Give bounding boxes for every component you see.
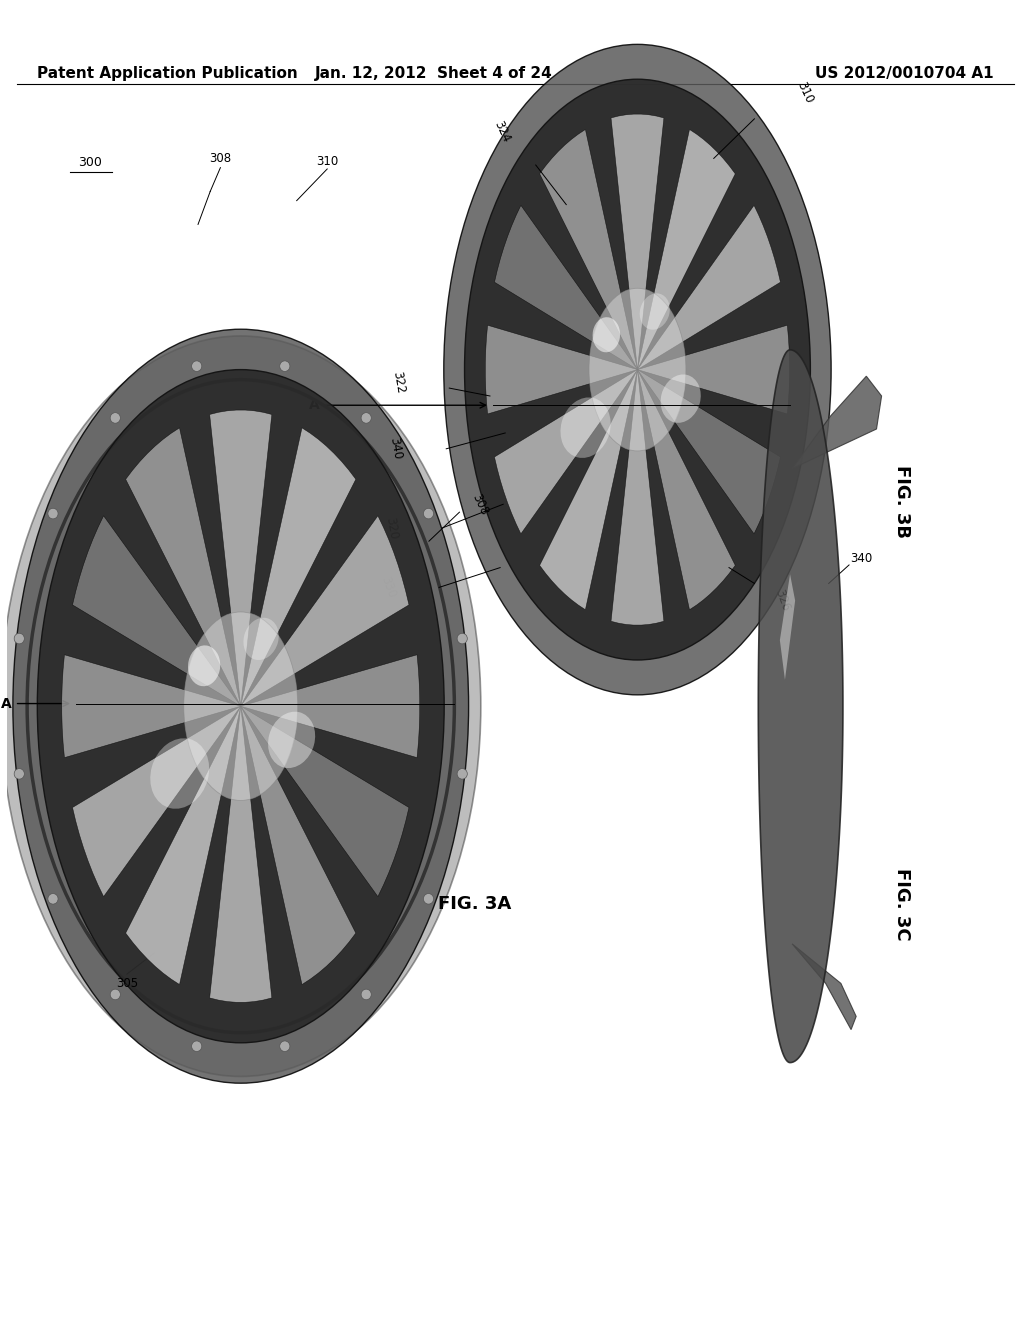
Polygon shape [638, 370, 735, 610]
Text: FIG. 3B: FIG. 3B [893, 465, 911, 539]
Ellipse shape [183, 612, 298, 800]
Text: 324: 324 [492, 119, 513, 145]
Text: 330: 330 [378, 574, 398, 601]
Text: Patent Application Publication: Patent Application Publication [37, 66, 298, 82]
Text: 322: 322 [390, 371, 407, 395]
Polygon shape [241, 655, 420, 758]
Polygon shape [61, 655, 241, 758]
Ellipse shape [560, 397, 610, 458]
Ellipse shape [457, 634, 467, 644]
Polygon shape [241, 706, 409, 896]
Ellipse shape [14, 768, 25, 779]
Text: 340: 340 [387, 437, 403, 461]
Ellipse shape [465, 79, 810, 660]
Text: 326: 326 [772, 587, 792, 614]
Ellipse shape [268, 711, 315, 768]
Text: FIG. 3A: FIG. 3A [438, 895, 511, 913]
Text: 340: 340 [850, 552, 872, 565]
Polygon shape [638, 129, 735, 370]
Polygon shape [638, 206, 780, 370]
Polygon shape [793, 376, 882, 469]
Polygon shape [495, 370, 638, 533]
Text: FIG. 3C: FIG. 3C [893, 867, 911, 941]
Polygon shape [495, 206, 638, 370]
Polygon shape [638, 370, 780, 533]
Polygon shape [241, 516, 409, 706]
Ellipse shape [457, 768, 467, 779]
Ellipse shape [423, 508, 433, 519]
Ellipse shape [280, 360, 290, 371]
Ellipse shape [48, 508, 58, 519]
Polygon shape [611, 370, 664, 626]
Ellipse shape [361, 413, 372, 424]
Polygon shape [485, 325, 638, 414]
Ellipse shape [13, 329, 469, 1084]
Polygon shape [241, 428, 355, 706]
Text: 300: 300 [78, 156, 102, 169]
Text: A: A [309, 399, 485, 412]
Ellipse shape [423, 894, 433, 904]
Ellipse shape [361, 989, 372, 999]
Polygon shape [210, 411, 271, 706]
Polygon shape [126, 706, 241, 985]
Text: US 2012/0010704 A1: US 2012/0010704 A1 [815, 66, 993, 82]
Ellipse shape [640, 293, 670, 330]
Text: 310: 310 [795, 79, 816, 106]
Ellipse shape [188, 645, 220, 686]
Polygon shape [73, 706, 241, 896]
Ellipse shape [280, 1041, 290, 1052]
Ellipse shape [191, 1041, 202, 1052]
Ellipse shape [111, 989, 121, 999]
Text: 308: 308 [469, 491, 490, 517]
Text: 320: 320 [383, 516, 399, 540]
Polygon shape [540, 129, 638, 370]
Polygon shape [241, 706, 355, 985]
Polygon shape [540, 370, 638, 610]
Ellipse shape [151, 738, 209, 809]
Ellipse shape [660, 375, 700, 422]
Text: 310: 310 [316, 154, 338, 168]
Polygon shape [73, 516, 241, 706]
Ellipse shape [1, 335, 481, 1077]
Polygon shape [210, 706, 271, 1002]
Text: Jan. 12, 2012  Sheet 4 of 24: Jan. 12, 2012 Sheet 4 of 24 [315, 66, 553, 82]
Text: 308: 308 [209, 152, 231, 165]
Polygon shape [780, 574, 795, 680]
Text: 305: 305 [116, 977, 138, 990]
Ellipse shape [244, 618, 279, 660]
Polygon shape [126, 428, 241, 706]
Ellipse shape [589, 288, 686, 451]
Ellipse shape [48, 894, 58, 904]
Ellipse shape [593, 317, 621, 352]
Ellipse shape [111, 413, 121, 424]
Ellipse shape [37, 370, 444, 1043]
Polygon shape [638, 325, 790, 414]
Polygon shape [759, 350, 843, 1063]
Polygon shape [611, 114, 664, 370]
Polygon shape [793, 944, 856, 1030]
Ellipse shape [443, 45, 831, 694]
Text: A: A [1, 697, 69, 710]
Ellipse shape [14, 634, 25, 644]
Ellipse shape [191, 360, 202, 371]
